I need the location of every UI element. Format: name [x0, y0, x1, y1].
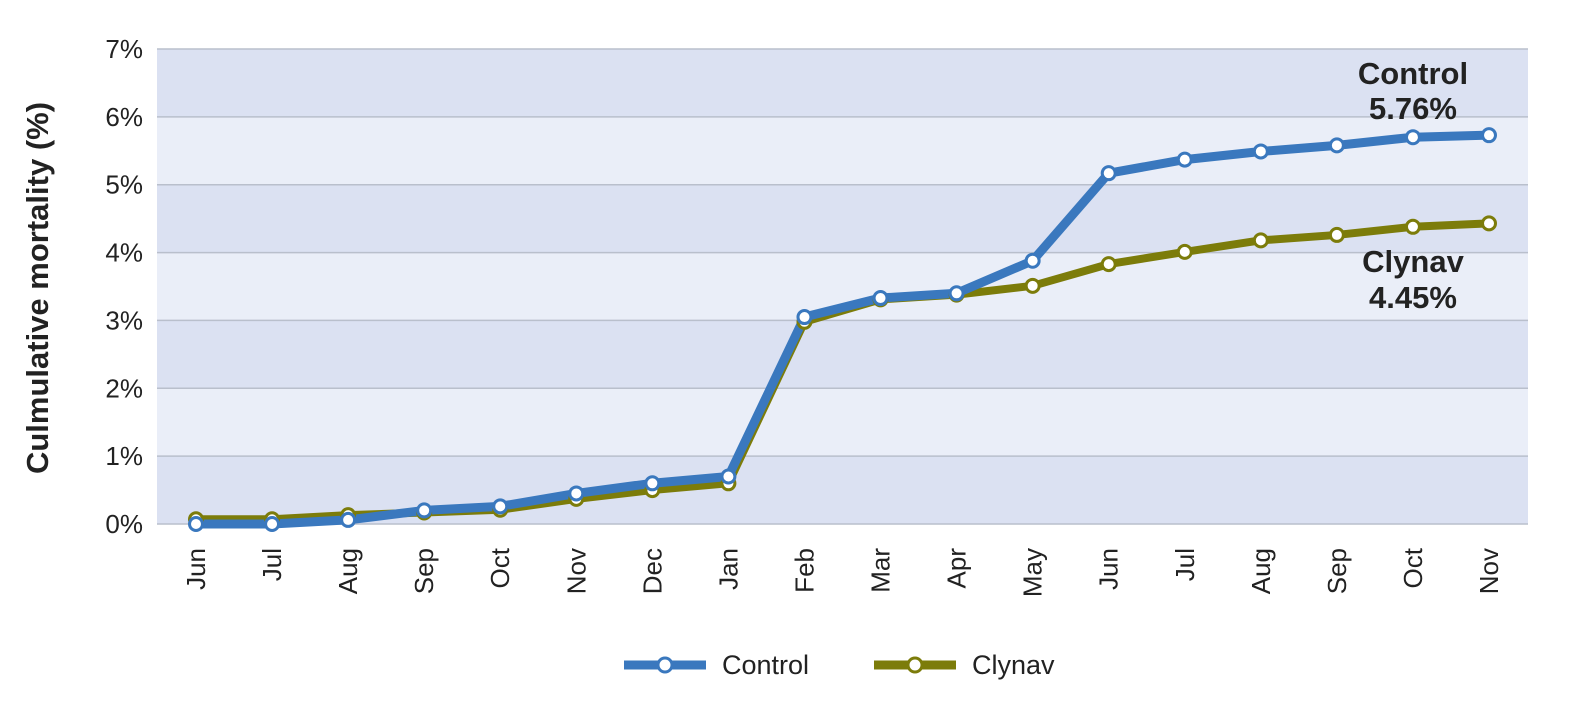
x-tick-label: Jan [713, 548, 743, 590]
series-points [188, 127, 1497, 532]
y-axis-title: Culmulative mortality (%) [20, 102, 55, 474]
background-band [157, 388, 1528, 457]
data-point-control [1252, 143, 1269, 160]
gridlines [157, 48, 1528, 525]
data-point-control [720, 468, 737, 485]
x-tick-label: Nov [561, 548, 591, 594]
x-tick-label: Jun [1094, 548, 1124, 590]
data-point-control [1328, 137, 1345, 154]
background-bands [157, 49, 1528, 524]
legend-item-control: Control [624, 650, 809, 680]
data-point-control [1100, 165, 1117, 182]
x-tick-label: Jun [181, 548, 211, 590]
clynav-annotation-label: Clynav [1362, 244, 1464, 279]
control-annotation-label: Control [1358, 56, 1468, 91]
x-tick-label: Nov [1474, 548, 1504, 594]
legend-marker-control [656, 656, 674, 674]
background-band [157, 184, 1528, 253]
x-tick-label: May [1018, 548, 1048, 597]
y-axis-ticks: 0% 1% 2% 3% 4% 5% 6% 7% [105, 34, 143, 539]
data-point-control [796, 309, 813, 326]
data-point-control [1481, 127, 1497, 144]
data-point-control [340, 511, 357, 528]
x-tick-label: Dec [637, 548, 667, 594]
data-point-control [188, 516, 204, 532]
y-tick-label: 1% [105, 441, 143, 471]
background-band [157, 320, 1528, 389]
legend-marker-clynav [906, 656, 924, 674]
data-point-control [948, 285, 965, 302]
x-axis-ticks: Jun Jul Aug Sep Oct Nov Dec Jan Feb Mar Apr May Jun J… [181, 547, 1504, 597]
x-tick-label: Jul [257, 548, 287, 581]
legend-item-clynav: Clynav [874, 650, 1055, 680]
series-lines [191, 130, 1494, 529]
background-band [157, 49, 1528, 117]
data-point-control [416, 502, 433, 519]
data-point-control [492, 498, 509, 515]
y-tick-label: 6% [105, 102, 143, 132]
y-tick-label: 3% [105, 305, 143, 335]
clynav-annotation: Clynav 4.45% [1362, 244, 1464, 315]
data-point-clynav [1328, 226, 1345, 243]
series-line-control [191, 130, 1494, 529]
x-tick-label: Mar [866, 548, 896, 593]
data-point-clynav [1024, 277, 1041, 294]
x-tick-label: Sep [409, 548, 439, 594]
data-point-control [568, 485, 585, 502]
data-point-control [264, 516, 281, 532]
y-tick-label: 0% [105, 509, 143, 539]
control-annotation: Control 5.76% [1358, 56, 1468, 126]
x-tick-label: Aug [1246, 548, 1276, 594]
data-point-control [1024, 252, 1041, 269]
data-point-control [1176, 151, 1193, 168]
legend: Control Clynav [624, 650, 1055, 680]
y-tick-label: 2% [105, 373, 143, 403]
x-tick-label: Feb [789, 548, 819, 593]
x-tick-label: Aug [333, 548, 363, 594]
x-tick-label: Jul [1170, 548, 1200, 581]
y-tick-label: 5% [105, 170, 143, 200]
data-point-clynav [1176, 243, 1193, 260]
data-point-clynav [1481, 215, 1497, 232]
data-point-clynav [1100, 256, 1117, 273]
x-tick-label: Apr [942, 548, 972, 589]
y-tick-label: 4% [105, 238, 143, 268]
x-tick-label: Oct [1398, 547, 1428, 588]
data-point-control [644, 475, 661, 492]
legend-label-control: Control [722, 650, 809, 680]
data-point-clynav [1252, 232, 1269, 249]
data-point-control [872, 290, 889, 307]
control-annotation-value: 5.76% [1369, 91, 1457, 126]
clynav-annotation-value: 4.45% [1369, 280, 1457, 315]
legend-label-clynav: Clynav [972, 650, 1055, 680]
x-tick-label: Oct [485, 547, 515, 588]
x-tick-label: Sep [1322, 548, 1352, 594]
y-tick-label: 7% [105, 34, 143, 64]
data-point-control [1404, 129, 1421, 146]
data-point-clynav [1404, 218, 1421, 235]
